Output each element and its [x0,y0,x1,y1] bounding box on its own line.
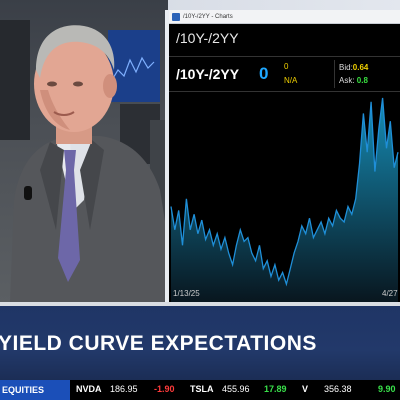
chart-area [171,97,398,302]
chart-panel: /10Y-/2YY - Charts /10Y-/2YY /10Y-/2YY 0… [169,10,400,302]
ticker-price: 455.96 [222,384,250,394]
lower-strip [0,302,400,306]
banner-title: YIELD CURVE EXPECTATIONS [0,332,317,355]
ask-label: Ask: [339,76,355,85]
symbol-header[interactable]: /10Y-/2YY [176,30,239,46]
ticker-change: -1.90 [154,384,175,394]
bid-display: Bid:0.64 [339,63,368,72]
presenter-image [0,20,168,302]
studio-video [0,0,168,302]
ask-display: Ask: 0.8 [339,76,368,85]
lower-third-banner: YIELD CURVE EXPECTATIONS [0,306,400,380]
chart-line [170,97,399,287]
stock-ticker: EQUITIES NVDA 186.95 -1.90 TSLA 455.96 1… [0,380,400,400]
ticker-price: 356.38 [324,384,352,394]
quote-percent: N/A [284,76,298,85]
ask-value: 0.8 [356,76,368,85]
bid-value: 0.64 [352,63,369,72]
ticker-change: 17.89 [264,384,287,394]
yield-spread-chart[interactable] [169,90,400,302]
x-axis-start-label: 1/13/25 [173,289,200,298]
top-bar [0,0,400,10]
quote-change: 0 [284,62,289,71]
window-title: /10Y-/2YY - Charts [183,14,233,20]
quote-row: /10Y-/2YY 0 0 N/A Bid:0.64 Ask: 0.8 [169,56,400,92]
quote-separator [334,60,335,88]
ticker-symbol: V [302,384,309,394]
ticker-symbol: NVDA [76,384,102,394]
ticker-label: EQUITIES [0,380,70,400]
ticker-change: 9.90 [378,384,396,394]
bid-label: Bid: [339,63,353,72]
ticker-symbol: TSLA [190,384,214,394]
app-icon [172,13,180,21]
quote-last: 0 [259,64,269,83]
ticker-price: 186.95 [110,384,138,394]
quote-symbol[interactable]: /10Y-/2YY [176,66,240,82]
panel-divider [165,10,169,302]
chart-window-titlebar[interactable]: /10Y-/2YY - Charts [169,10,400,24]
x-axis-end-label: 4/27 [382,289,398,298]
